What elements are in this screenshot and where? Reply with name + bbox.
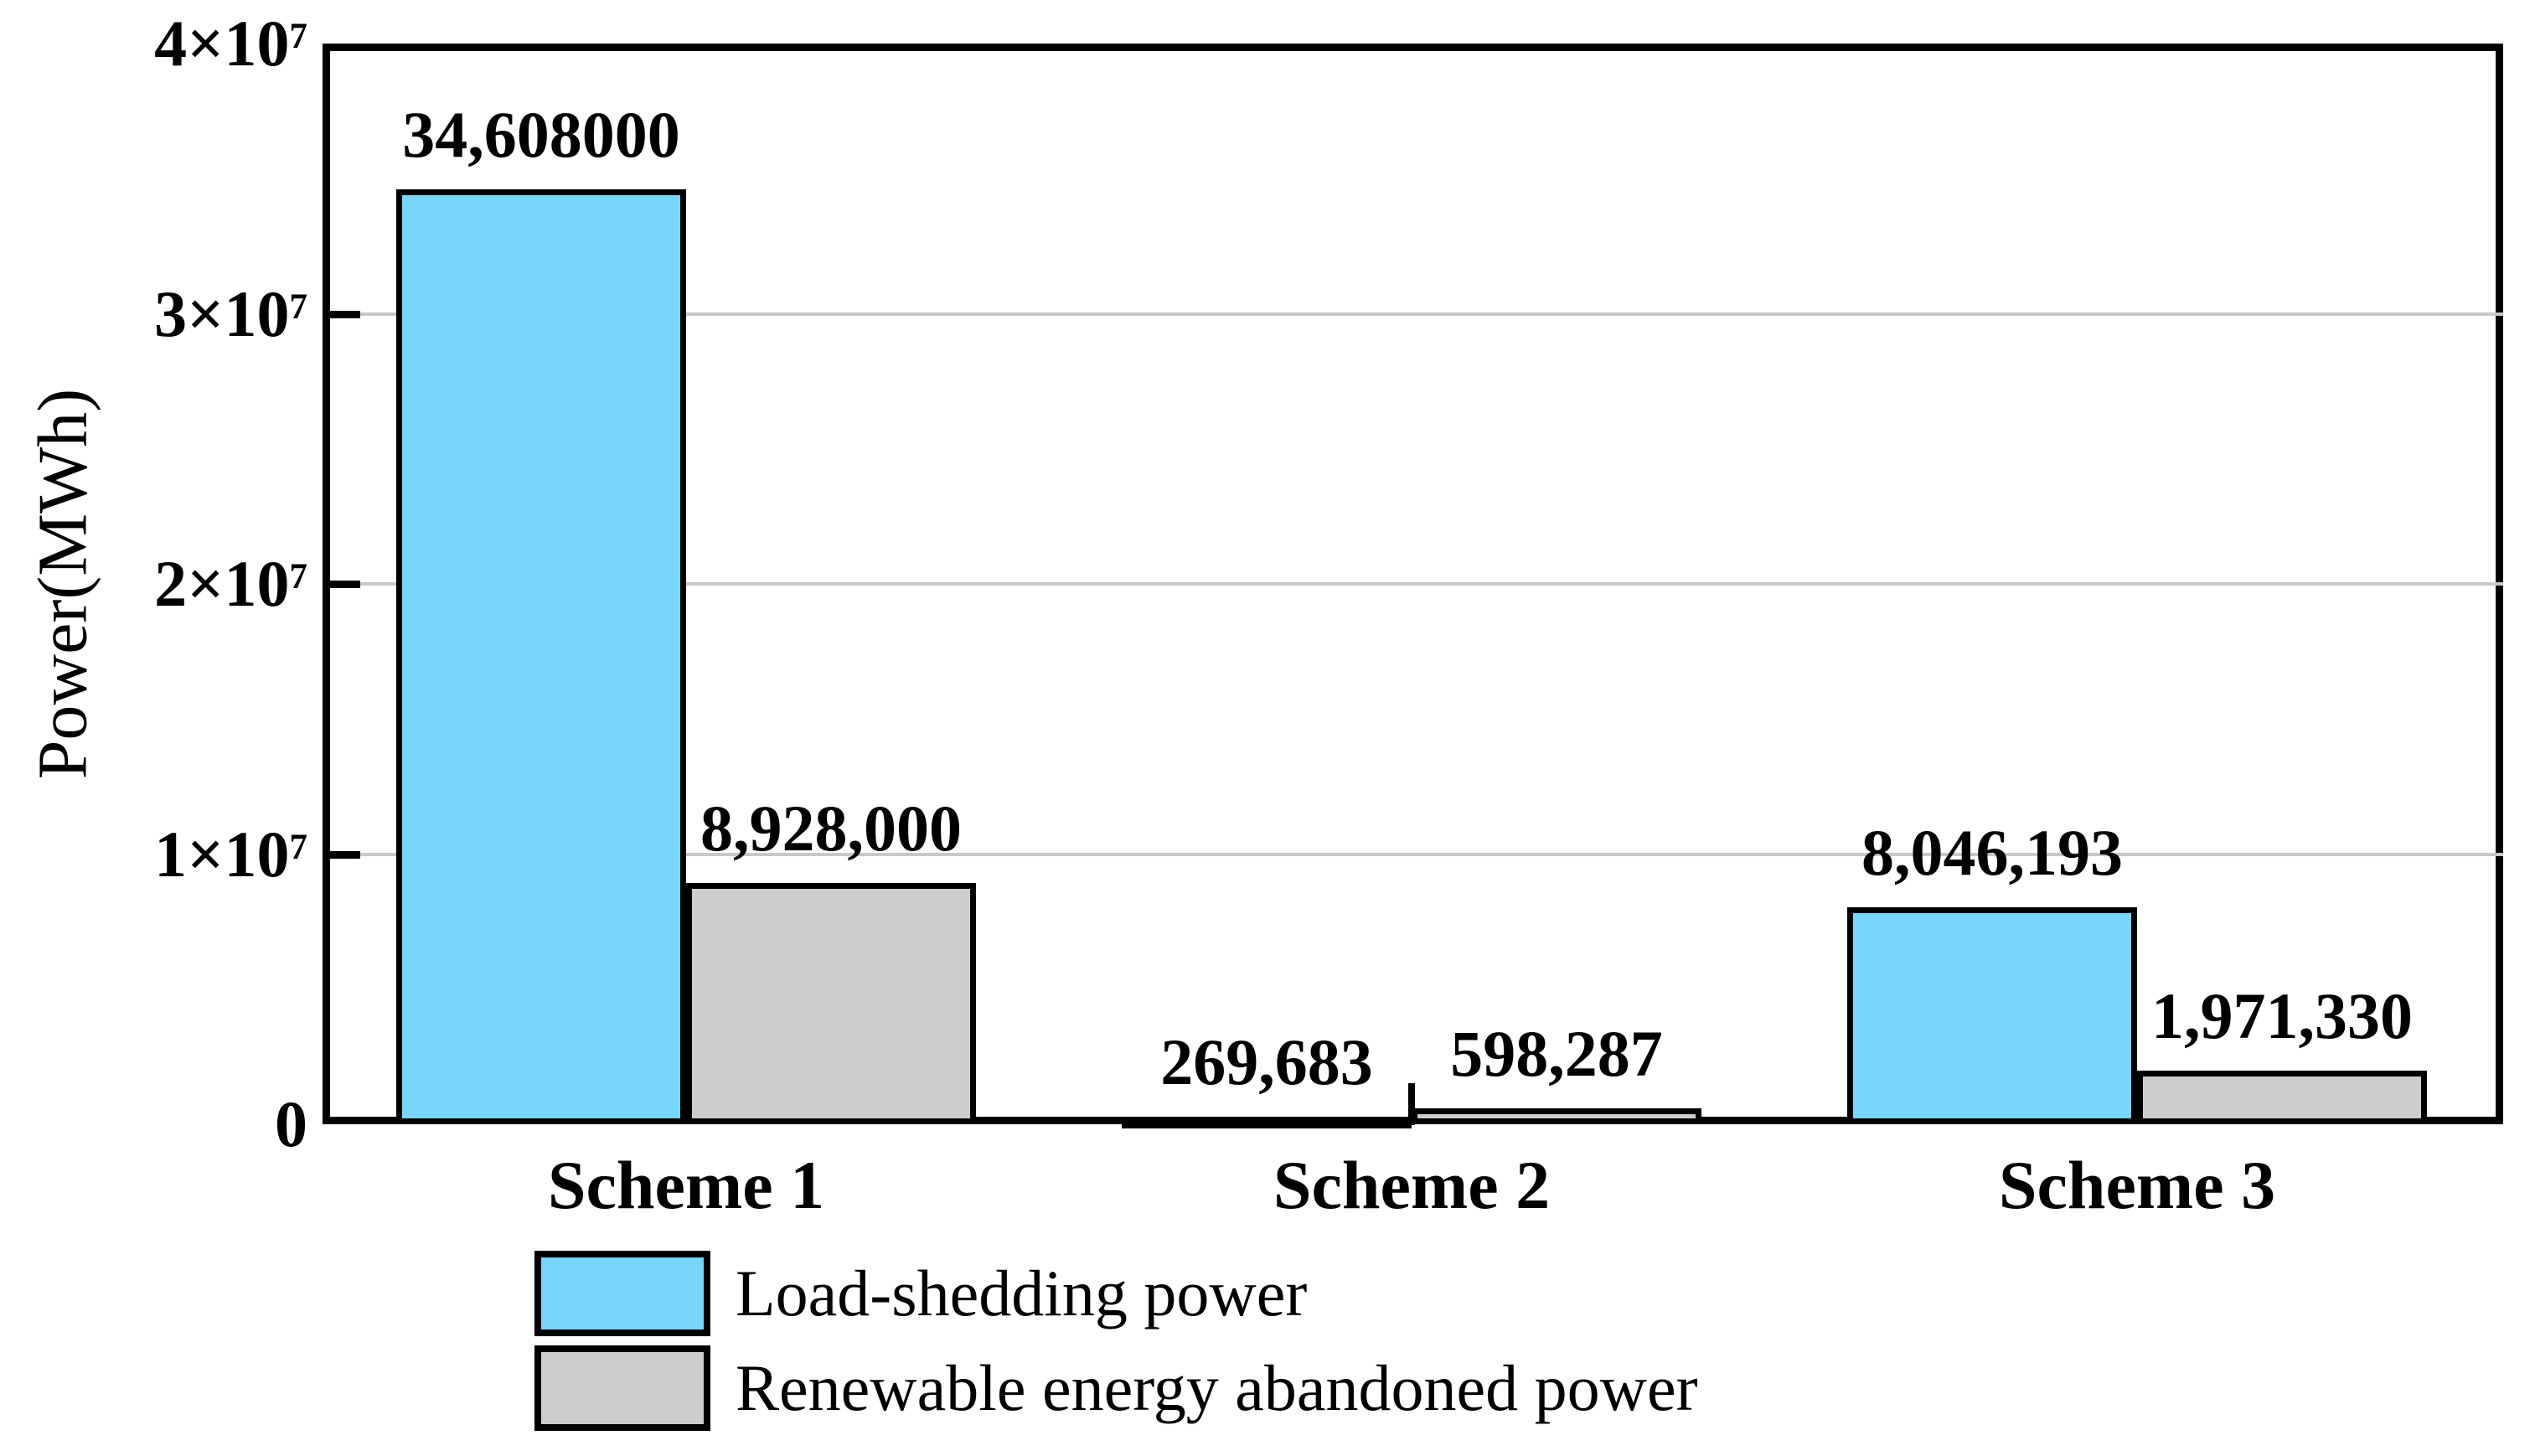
y-tick-label: 3×10 7: [154, 276, 307, 350]
x-tick-label-3: Scheme 3: [1998, 1147, 2276, 1223]
bar-renewable-energy-abandoned-power-3: [2137, 1071, 2427, 1124]
x-tick-label-1: Scheme 1: [547, 1147, 825, 1223]
y-tick-mark: [323, 310, 360, 318]
y-tick-mark: [323, 850, 360, 859]
value-label-series1-cat1: 34,608000: [402, 97, 680, 171]
legend-item-renewable-abandoned: Renewable energy abandoned power: [534, 1345, 1698, 1431]
value-label-series1-cat2: 269,683: [1160, 1025, 1373, 1099]
legend-label-renewable-abandoned: Renewable energy abandoned power: [736, 1351, 1698, 1424]
legend-item-load-shedding: Load-shedding power: [534, 1251, 1307, 1336]
value-label-series2-cat2: 598,287: [1450, 1016, 1663, 1090]
y-tick-mark: [323, 581, 360, 588]
bar-load-shedding-power-2: [1122, 1117, 1412, 1129]
legend-label-load-shedding: Load-shedding power: [736, 1257, 1308, 1330]
bar-load-shedding-power-1: [396, 188, 686, 1124]
gridline-30000000: [323, 312, 2503, 316]
bar-border-artifact: [1408, 1083, 1415, 1125]
x-tick-label-2: Scheme 2: [1273, 1147, 1551, 1223]
bar-load-shedding-power-3: [1847, 906, 2137, 1124]
gridline-10000000: [323, 852, 2503, 856]
y-tick-label: 4×10 7: [154, 7, 307, 80]
value-label-series2-cat1: 8,928,000: [700, 792, 962, 865]
y-tick-label: 2×10 7: [154, 547, 307, 620]
bar-renewable-energy-abandoned-power-1: [686, 883, 976, 1124]
value-label-series1-cat3: 8,046,193: [1861, 815, 2123, 889]
legend-swatch-load-shedding: [534, 1251, 710, 1336]
bar-renewable-energy-abandoned-power-2: [1412, 1107, 1701, 1124]
y-tick-label: 1×10 7: [154, 817, 307, 891]
gridline-20000000: [323, 582, 2503, 586]
y-tick-label: 0: [275, 1087, 307, 1160]
value-label-series2-cat3: 1,971,330: [2151, 979, 2413, 1053]
legend-swatch-renewable-abandoned: [534, 1345, 710, 1431]
